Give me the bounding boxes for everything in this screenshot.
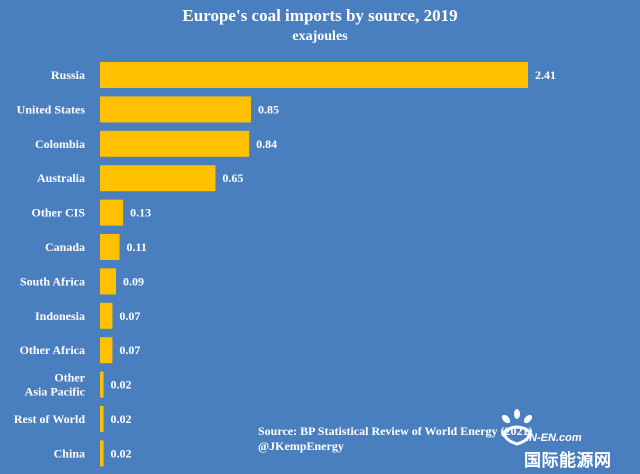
value-label: 0.84 (256, 137, 277, 151)
author-handle: @JKempEnergy (258, 439, 344, 453)
category-label: South Africa (20, 274, 85, 288)
category-label: China (54, 446, 85, 460)
bar (100, 268, 116, 295)
source-line: Source: BP Statistical Review of World E… (258, 424, 533, 438)
category-label: Indonesia (35, 309, 85, 323)
value-label: 0.02 (111, 446, 132, 460)
category-label: Canada (45, 240, 85, 254)
chart-title: Europe's coal imports by source, 2019 (182, 6, 458, 25)
category-label: Other CIS (32, 206, 86, 220)
value-label: 0.85 (258, 102, 279, 116)
bar (100, 440, 104, 467)
value-label: 0.65 (222, 171, 243, 185)
value-label: 0.13 (130, 206, 151, 220)
value-label: 0.02 (111, 412, 132, 426)
bar (100, 302, 113, 329)
value-label: 0.02 (111, 378, 132, 392)
category-label: Rest of World (14, 412, 85, 426)
category-label: Other Africa (20, 343, 85, 357)
value-label: 0.09 (123, 274, 144, 288)
value-label: 0.07 (119, 309, 140, 323)
bar (100, 371, 104, 398)
bar (100, 337, 113, 364)
value-label: 2.41 (535, 68, 556, 82)
sun-logo-icon (501, 409, 533, 446)
chart-subtitle: exajoules (292, 29, 348, 44)
source-note: Source: BP Statistical Review of World E… (258, 424, 533, 454)
bar (100, 234, 120, 260)
category-label: United States (17, 102, 86, 116)
bar (100, 406, 104, 432)
category-label: Colombia (35, 137, 85, 151)
bar (100, 165, 216, 192)
bar (100, 199, 124, 226)
category-label: Australia (37, 171, 85, 185)
bar (100, 62, 528, 88)
value-label: 0.11 (127, 240, 147, 254)
category-label: Russia (51, 68, 85, 82)
value-label: 0.07 (119, 343, 140, 357)
watermark-brand: 国际能源网 (524, 451, 612, 471)
bar (100, 96, 251, 123)
category-label: Other Asia Pacific (25, 371, 86, 399)
watermark-site: IN-EN.com (526, 432, 582, 444)
bar (100, 130, 250, 157)
watermark-logo: IN-EN.com 国际能源网 (496, 408, 634, 471)
